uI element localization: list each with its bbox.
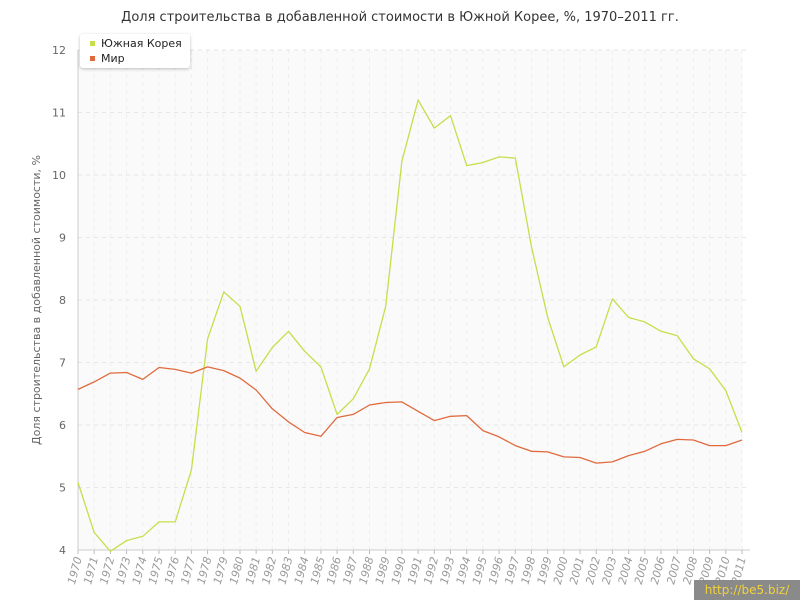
y-axis-label: Доля строительства в добавленной стоимос… (30, 155, 43, 445)
y-tick-label: 10 (52, 169, 66, 182)
legend: Южная Корея Мир (80, 34, 190, 68)
y-tick-label: 8 (59, 294, 66, 307)
series-line-korea (77, 99, 743, 552)
series-layer (77, 99, 743, 552)
y-tick-label: 9 (59, 232, 66, 245)
chart-title: Доля строительства в добавленной стоимос… (121, 10, 679, 25)
watermark[interactable]: http://be5.biz/ (694, 580, 800, 600)
y-tick-label: 6 (59, 419, 66, 432)
legend-label-korea: Южная Корея (101, 37, 182, 50)
legend-label-world: Мир (101, 52, 125, 65)
grid (77, 49, 750, 551)
legend-swatch-korea (90, 40, 95, 46)
legend-item-world[interactable]: Мир (90, 52, 125, 65)
y-tick-label: 7 (59, 357, 66, 370)
y-tick-label: 12 (52, 44, 66, 57)
series-line-world (77, 366, 743, 464)
y-tick-label: 11 (52, 107, 66, 120)
y-tick-label: 5 (59, 482, 66, 495)
legend-item-korea[interactable]: Южная Корея (90, 37, 182, 50)
legend-swatch-world (90, 55, 95, 61)
y-tick-label: 4 (59, 544, 66, 557)
